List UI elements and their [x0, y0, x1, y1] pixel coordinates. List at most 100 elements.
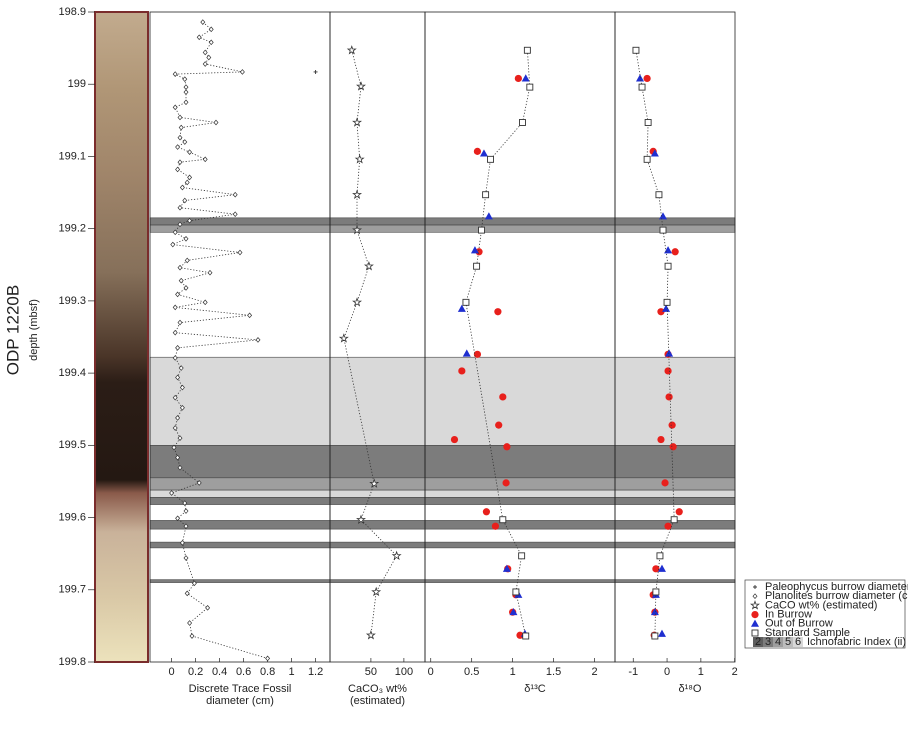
y-tick-label: 199.1	[58, 150, 86, 162]
point	[636, 74, 644, 81]
y-axis-sublabel: depth (mbsf)	[28, 299, 40, 361]
point	[185, 258, 189, 263]
point	[659, 212, 667, 219]
point	[233, 192, 237, 197]
x-tick-label: 0.6	[236, 666, 251, 678]
point	[494, 308, 501, 315]
x-axis-label: δ¹⁸O	[679, 683, 702, 695]
point	[657, 553, 663, 559]
x-axis-label: (estimated)	[350, 695, 405, 707]
x-tick-label: 1.5	[546, 666, 561, 678]
point	[451, 436, 458, 443]
point	[463, 349, 471, 356]
point	[176, 346, 180, 351]
point	[664, 523, 671, 530]
point	[203, 300, 207, 305]
point	[492, 523, 499, 530]
x-tick-label: 100	[395, 666, 413, 678]
point	[513, 589, 519, 595]
point	[474, 148, 481, 155]
colorbar-title: Ichnofabric Index (ii)	[807, 636, 906, 648]
panel-frame	[150, 12, 330, 662]
colorbar-label: 5	[785, 636, 791, 648]
ichnofabric-band	[150, 357, 735, 445]
point	[203, 50, 207, 55]
figure: 00.20.40.60.811.2Discrete Trace Fossildi…	[0, 0, 908, 729]
point	[208, 270, 212, 275]
ichnofabric-band	[150, 520, 735, 529]
point	[209, 27, 213, 32]
x-tick-label: 2	[732, 666, 738, 678]
point	[676, 508, 683, 515]
point	[184, 85, 188, 90]
point	[483, 192, 489, 198]
point	[657, 436, 664, 443]
point	[463, 299, 469, 305]
point	[644, 156, 650, 162]
point	[176, 167, 180, 172]
point	[639, 84, 645, 90]
point	[240, 70, 244, 75]
point	[503, 443, 510, 450]
ichnofabric-band	[150, 218, 735, 225]
point	[233, 212, 237, 217]
x-tick-label: 0	[428, 666, 434, 678]
point	[515, 75, 522, 82]
point	[178, 320, 182, 325]
point	[184, 100, 188, 105]
point	[183, 77, 187, 82]
point	[671, 517, 677, 523]
point	[173, 330, 177, 335]
point	[197, 35, 201, 40]
x-tick-label: 1	[289, 666, 295, 678]
x-tick-label: 50	[365, 666, 377, 678]
point	[653, 589, 659, 595]
point	[314, 70, 318, 74]
ichnofabric-band	[150, 225, 735, 232]
point	[238, 250, 242, 255]
point	[201, 20, 205, 25]
point	[184, 236, 188, 241]
point	[178, 205, 182, 210]
y-tick-label: 199.4	[58, 367, 86, 379]
x-tick-label: 1	[510, 666, 516, 678]
ichnofabric-band	[150, 542, 735, 548]
point	[184, 286, 188, 291]
point	[644, 75, 651, 82]
panel-frame	[615, 12, 735, 662]
point	[669, 422, 676, 429]
point	[479, 227, 485, 233]
colorbar-label: 6	[795, 636, 801, 648]
colorbar-label: 3	[765, 636, 771, 648]
y-tick-label: 199.8	[58, 656, 86, 668]
point	[483, 508, 490, 515]
point	[367, 631, 375, 638]
point	[266, 656, 270, 661]
ichnofabric-band	[150, 497, 735, 504]
point	[353, 298, 361, 305]
point	[664, 299, 670, 305]
point	[656, 192, 662, 198]
point	[519, 120, 525, 126]
point	[365, 262, 373, 269]
colorbar-label: 4	[775, 636, 781, 648]
point	[458, 367, 465, 374]
y-tick-label: 199.2	[58, 223, 86, 235]
x-tick-label: 0	[664, 666, 670, 678]
x-tick-label: 0.8	[260, 666, 275, 678]
point	[184, 90, 188, 95]
y-tick-label: 199.7	[58, 584, 86, 596]
core-photo	[95, 12, 148, 662]
x-axis-label: Discrete Trace Fossil	[189, 683, 292, 695]
point	[176, 292, 180, 297]
point	[340, 334, 348, 341]
x-tick-label: 1.2	[308, 666, 323, 678]
point	[184, 509, 188, 514]
series-line	[172, 22, 268, 658]
colorbar-label: 2	[755, 636, 761, 648]
point	[488, 156, 494, 162]
point	[179, 125, 183, 130]
point	[348, 46, 356, 53]
point	[527, 84, 533, 90]
x-tick-label: 0.5	[464, 666, 479, 678]
